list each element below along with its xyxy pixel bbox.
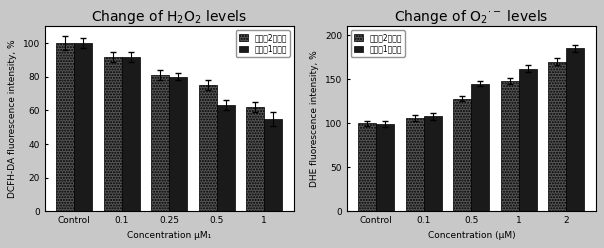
Y-axis label: DCFH-DA fluorescence intensity, %: DCFH-DA fluorescence intensity, % bbox=[8, 39, 18, 198]
Bar bbox=[104, 57, 122, 211]
Bar bbox=[265, 119, 282, 211]
Bar bbox=[122, 57, 140, 211]
Bar bbox=[169, 77, 187, 211]
X-axis label: Concentration μM₁: Concentration μM₁ bbox=[127, 231, 211, 240]
X-axis label: Concentration (μM): Concentration (μM) bbox=[428, 231, 515, 240]
Bar bbox=[217, 105, 235, 211]
Bar bbox=[453, 98, 471, 211]
Title: Change of O$_2$$^{\cdot -}$ levels: Change of O$_2$$^{\cdot -}$ levels bbox=[394, 8, 548, 26]
Y-axis label: DHE fluorescence intensity, %: DHE fluorescence intensity, % bbox=[310, 50, 320, 187]
Bar bbox=[246, 107, 265, 211]
Bar bbox=[548, 62, 567, 211]
Bar bbox=[424, 116, 442, 211]
Bar bbox=[358, 123, 376, 211]
Bar bbox=[376, 124, 394, 211]
Legend: 实验例2化合物, 实验例1化合物: 实验例2化合物, 实验例1化合物 bbox=[236, 30, 290, 57]
Bar bbox=[519, 69, 537, 211]
Bar bbox=[501, 81, 519, 211]
Bar bbox=[74, 43, 92, 211]
Bar bbox=[406, 118, 424, 211]
Bar bbox=[567, 48, 584, 211]
Legend: 实验例2化合物, 实验例1化合物: 实验例2化合物, 实验例1化合物 bbox=[351, 30, 405, 57]
Bar bbox=[471, 84, 489, 211]
Bar bbox=[151, 75, 169, 211]
Bar bbox=[199, 85, 217, 211]
Title: Change of H$_2$O$_2$ levels: Change of H$_2$O$_2$ levels bbox=[91, 8, 248, 26]
Bar bbox=[56, 43, 74, 211]
